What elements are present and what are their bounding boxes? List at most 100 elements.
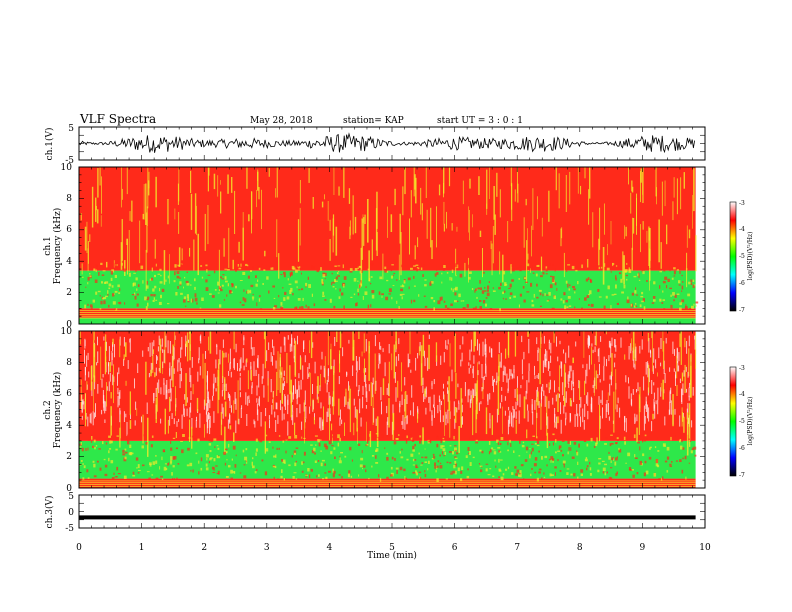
spectrogram-yellow-streak	[572, 357, 574, 364]
spectrogram-speckle	[642, 453, 645, 457]
spectrogram-speckle	[498, 451, 502, 453]
spectrogram-speckle	[277, 478, 279, 483]
spectrogram-speckle	[552, 263, 555, 266]
ch1-colorbar: -3 -4 -5 -6 -7 log(PSD)(V²/Hz)	[729, 200, 754, 314]
spectrogram-yellow-streak	[335, 226, 338, 256]
spectrogram-speckle	[172, 465, 175, 468]
spectrogram-speckle	[170, 441, 172, 444]
spectrogram-yellow-streak	[250, 370, 252, 382]
spectrogram-yellow-streak	[164, 331, 166, 364]
spectrogram-white-streak	[688, 395, 690, 401]
spectrogram-speckle	[231, 283, 234, 288]
spectrogram-speckle	[284, 291, 287, 295]
spectrogram-speckle	[424, 456, 428, 459]
spectrogram-line	[79, 317, 696, 319]
spectrogram-yellow-streak	[583, 331, 585, 358]
spectrogram-yellow-streak	[191, 426, 193, 449]
spectrogram-speckle	[548, 292, 551, 296]
spectrogram-white-streak	[242, 348, 244, 363]
spectrogram-yellow-streak	[559, 365, 560, 392]
spectrogram-yellow-streak	[353, 422, 355, 436]
spectrogram-yellow-streak	[324, 356, 326, 384]
spectrogram-white-streak	[648, 338, 650, 353]
spectrogram-white-streak	[189, 367, 191, 382]
spectrogram-white-streak	[372, 382, 374, 398]
spectrogram-yellow-streak	[681, 372, 684, 382]
spectrogram-white-streak	[687, 403, 689, 413]
spectrogram-speckle	[114, 268, 116, 271]
spectrogram-white-streak	[543, 390, 545, 396]
spectrogram-speckle	[164, 463, 167, 465]
spectrogram-white-streak	[245, 392, 247, 405]
spectrogram-speckle	[663, 308, 666, 311]
spectrogram-speckle	[423, 295, 426, 297]
spectrogram-yellow-streak	[686, 252, 688, 288]
spectrogram-speckle	[469, 462, 472, 466]
spectrogram-white-streak	[457, 383, 459, 388]
spectrogram-yellow-streak	[449, 343, 451, 367]
spectrogram-speckle	[605, 436, 608, 439]
spectrogram-speckle	[209, 293, 212, 295]
spectrogram-white-streak	[356, 361, 358, 373]
spectrogram-yellow-streak	[623, 255, 625, 285]
spectrogram-white-streak	[525, 390, 527, 400]
spectrogram-speckle	[454, 445, 457, 447]
spectrogram-white-streak	[689, 382, 691, 388]
spectrogram-white-streak	[216, 345, 218, 355]
spectrogram-speckle	[151, 474, 154, 476]
spectrogram-speckle	[692, 279, 695, 282]
spectrogram-speckle	[441, 451, 443, 455]
spectrogram-yellow-streak	[527, 331, 529, 337]
spectrogram-speckle	[370, 276, 373, 278]
spectrogram-speckle	[324, 262, 326, 266]
spectrogram-speckle	[604, 443, 607, 445]
spectrogram-speckle	[113, 472, 115, 475]
spectrogram-white-streak	[550, 355, 552, 363]
spectrogram-white-streak	[241, 405, 243, 409]
spectrogram-speckle	[395, 438, 399, 440]
spectrogram-yellow-streak	[309, 340, 310, 354]
spectrogram-speckle	[627, 296, 629, 301]
spectrogram-speckle	[690, 282, 693, 285]
spectrogram-speckle	[166, 266, 168, 268]
spectrogram-speckle	[454, 292, 457, 296]
spectrogram-speckle	[567, 296, 571, 299]
spectrogram-white-streak	[203, 399, 205, 410]
spectrogram-speckle	[145, 306, 148, 310]
spectrogram-white-streak	[250, 361, 252, 370]
spectrogram-speckle	[252, 298, 254, 301]
spectrogram-white-streak	[147, 347, 149, 352]
spectrogram-yellow-streak	[231, 177, 233, 193]
spectrogram-white-streak	[422, 386, 424, 393]
spectrogram-speckle	[207, 274, 211, 276]
spectrogram-yellow-streak	[640, 168, 642, 183]
spectrogram-speckle	[298, 289, 301, 291]
spectrogram-speckle	[625, 274, 628, 277]
spectrogram-speckle	[530, 268, 533, 270]
spectrogram-speckle	[259, 308, 263, 312]
spectrogram-speckle	[179, 281, 182, 285]
spectrogram-white-streak	[229, 414, 231, 424]
spectrogram-speckle	[601, 266, 603, 269]
spectrogram-speckle	[573, 441, 577, 445]
spectrogram-speckle	[454, 460, 457, 464]
spectrogram-line	[79, 314, 696, 315]
spectrogram-speckle	[403, 280, 406, 284]
spectrogram-speckle	[183, 299, 186, 303]
spectrogram-white-streak	[408, 359, 410, 367]
spectrogram-yellow-streak	[374, 353, 376, 394]
spectrogram-speckle	[658, 478, 662, 483]
spectrogram-yellow-streak	[124, 260, 126, 276]
spectrogram-white-streak	[440, 355, 442, 365]
xtick-label-3: 3	[264, 543, 270, 553]
spectrogram-speckle	[97, 290, 101, 293]
spectrogram-yellow-streak	[175, 386, 176, 416]
spectrogram-white-streak	[178, 418, 180, 422]
spectrogram-yellow-streak	[349, 388, 351, 433]
spectrogram-white-streak	[85, 367, 86, 376]
spectrogram-yellow-streak	[310, 331, 313, 359]
spectrogram-yellow-streak	[553, 331, 555, 343]
spectrogram-speckle	[510, 443, 512, 447]
spectrogram-white-streak	[391, 421, 393, 435]
spectrogram-white-streak	[380, 387, 382, 401]
